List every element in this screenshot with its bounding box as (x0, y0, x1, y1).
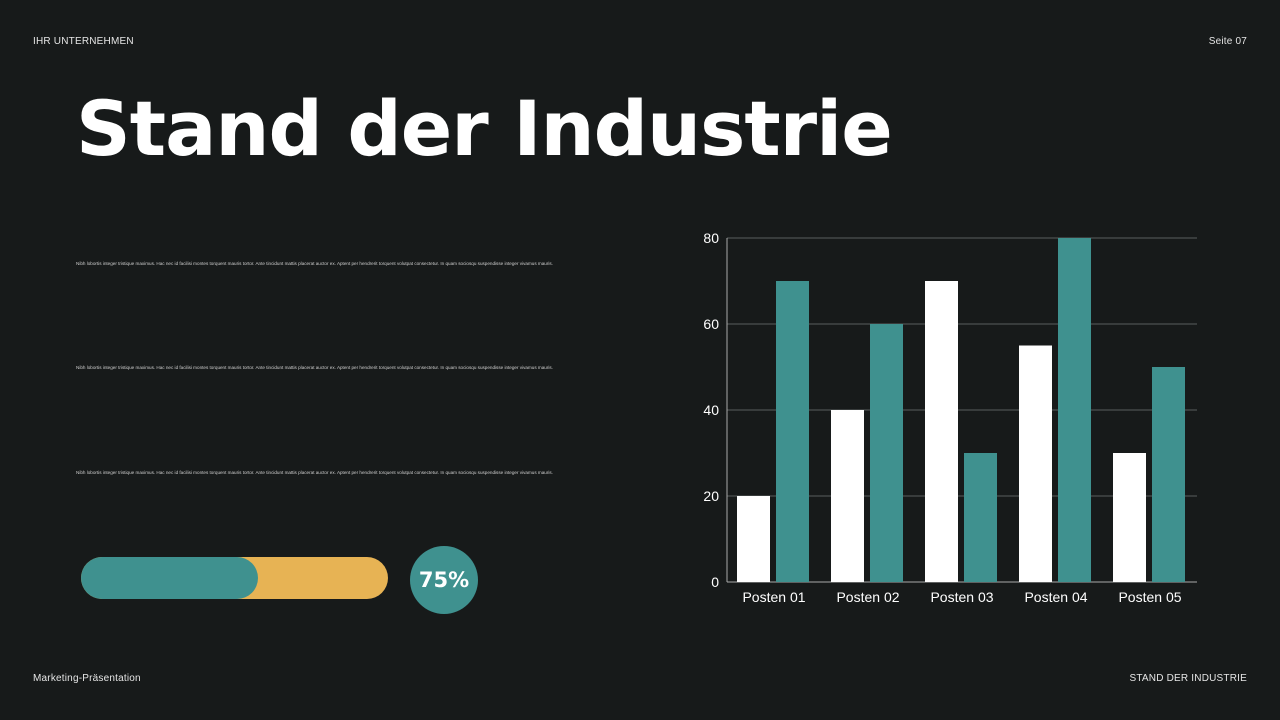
y-tick-label: 60 (703, 316, 719, 332)
x-tick-label: Posten 05 (1118, 589, 1181, 605)
y-tick-label: 80 (703, 230, 719, 246)
page-title: Stand der Industrie (76, 84, 893, 173)
x-tick-label: Posten 01 (742, 589, 805, 605)
bar-2-3 (964, 453, 997, 582)
bar-1-5 (1113, 453, 1146, 582)
paragraph-3: Nibh lobortis integer tristique maximus.… (76, 470, 553, 475)
progress-bar (81, 557, 388, 599)
page-number: Seite 07 (1208, 36, 1247, 47)
bar-1-4 (1019, 345, 1052, 582)
bar-2-4 (1058, 238, 1091, 582)
bar-1-2 (831, 410, 864, 582)
x-tick-label: Posten 02 (836, 589, 899, 605)
paragraph-2: Nibh lobortis integer tristique maximus.… (76, 365, 553, 370)
footer-right: STAND DER INDUSTRIE (1129, 673, 1247, 684)
footer-left: Marketing-Präsentation (33, 673, 141, 684)
bar-1-1 (737, 496, 770, 582)
paragraph-1: Nibh lobortis integer tristique maximus.… (76, 261, 553, 266)
y-tick-label: 20 (703, 488, 719, 504)
company-label: IHR UNTERNEHMEN (33, 36, 134, 47)
bar-2-1 (776, 281, 809, 582)
progress-fill (81, 557, 259, 599)
progress-badge: 75% (410, 546, 478, 614)
bar-2-2 (870, 324, 903, 582)
bar-1-3 (925, 281, 958, 582)
x-tick-label: Posten 04 (1024, 589, 1087, 605)
bar-2-5 (1152, 367, 1185, 582)
x-tick-label: Posten 03 (930, 589, 993, 605)
y-tick-label: 40 (703, 402, 719, 418)
y-tick-label: 0 (711, 574, 719, 590)
